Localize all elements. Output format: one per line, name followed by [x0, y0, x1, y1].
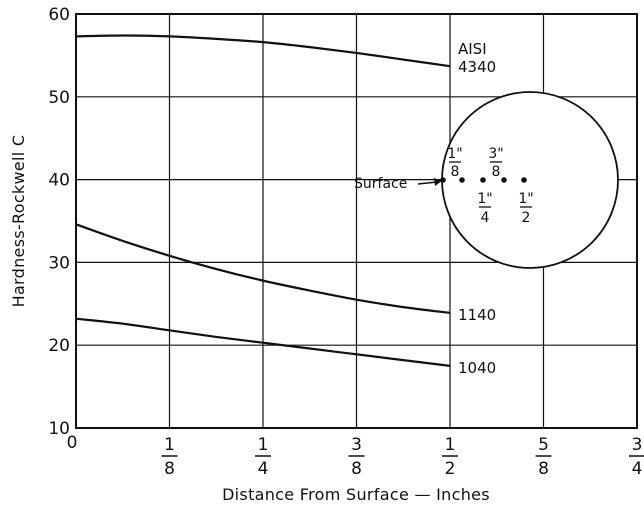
x-tick-label-1-den: 8 — [164, 459, 175, 479]
x-tick-label-0: 0 — [67, 433, 78, 453]
series-label-1140: 1140 — [458, 306, 496, 324]
y-tick-label-40: 40 — [48, 171, 70, 191]
x-tick-label-5-num: 5 — [538, 435, 549, 455]
curve-aisi-4340 — [75, 34, 451, 68]
depth-label-1-8-den: 8 — [451, 164, 460, 180]
plot-frame — [75, 13, 638, 429]
curve-1040 — [75, 317, 451, 367]
depth-point-1-2 — [521, 177, 527, 183]
surface-arrowhead — [434, 178, 442, 186]
x-tick-label-4-num: 1 — [445, 435, 456, 455]
series-label-aisi-4340: AISI 4340 — [458, 40, 496, 76]
y-tick-label-50: 50 — [48, 88, 70, 108]
series-label-1040: 1040 — [458, 359, 496, 377]
x-tick-label-6-den: 4 — [632, 459, 643, 479]
depth-label-1-8-num: 1" — [447, 146, 462, 162]
x-tick-label-2-den: 4 — [258, 459, 269, 479]
x-tick-label-2-num: 1 — [258, 435, 269, 455]
depth-label-1-2-den: 2 — [522, 210, 531, 226]
x-tick-label-6-num: 3 — [632, 435, 643, 455]
bar-cross-section-circle — [441, 91, 619, 269]
curve-1140 — [75, 223, 451, 314]
depth-label-3-8-num: 3" — [488, 146, 503, 162]
surface-point — [440, 177, 446, 183]
y-tick-label-20: 20 — [48, 336, 70, 356]
y-axis-title: Hardness-Rockwell C — [9, 135, 28, 308]
x-axis-title: Distance From Surface — Inches — [222, 485, 490, 504]
surface-label: Surface — [354, 176, 407, 192]
y-tick-label-10: 10 — [48, 419, 70, 439]
x-tick-label-3-num: 3 — [351, 435, 362, 455]
depth-point-1-4 — [480, 177, 486, 183]
depth-point-1-8 — [459, 177, 465, 183]
depth-label-1-2-num: 1" — [518, 191, 533, 207]
series-curves — [75, 34, 451, 367]
depth-label-3-8-den: 8 — [492, 164, 501, 180]
x-tick-label-1-num: 1 — [164, 435, 175, 455]
y-tick-label-30: 30 — [48, 253, 70, 273]
x-tick-label-3-den: 8 — [351, 459, 362, 479]
x-tick-label-4-den: 2 — [445, 459, 456, 479]
series-labels: AISI 4340 1140 1040 — [458, 40, 496, 377]
cross-section-inset: Surface 1" 8 3" 8 1" 4 1" 2 — [354, 91, 619, 269]
depth-point-3-8 — [501, 177, 507, 183]
depth-label-1-4-den: 4 — [481, 210, 490, 226]
x-tick-labels: 0 1 8 1 4 3 8 1 2 5 8 3 4 — [67, 433, 644, 479]
y-tick-label-60: 60 — [48, 5, 70, 25]
depth-label-1-4-num: 1" — [477, 191, 492, 207]
surface-arrow — [417, 181, 438, 185]
y-tick-labels: 10 20 30 40 50 60 — [48, 5, 70, 439]
x-tick-label-5-den: 8 — [538, 459, 549, 479]
